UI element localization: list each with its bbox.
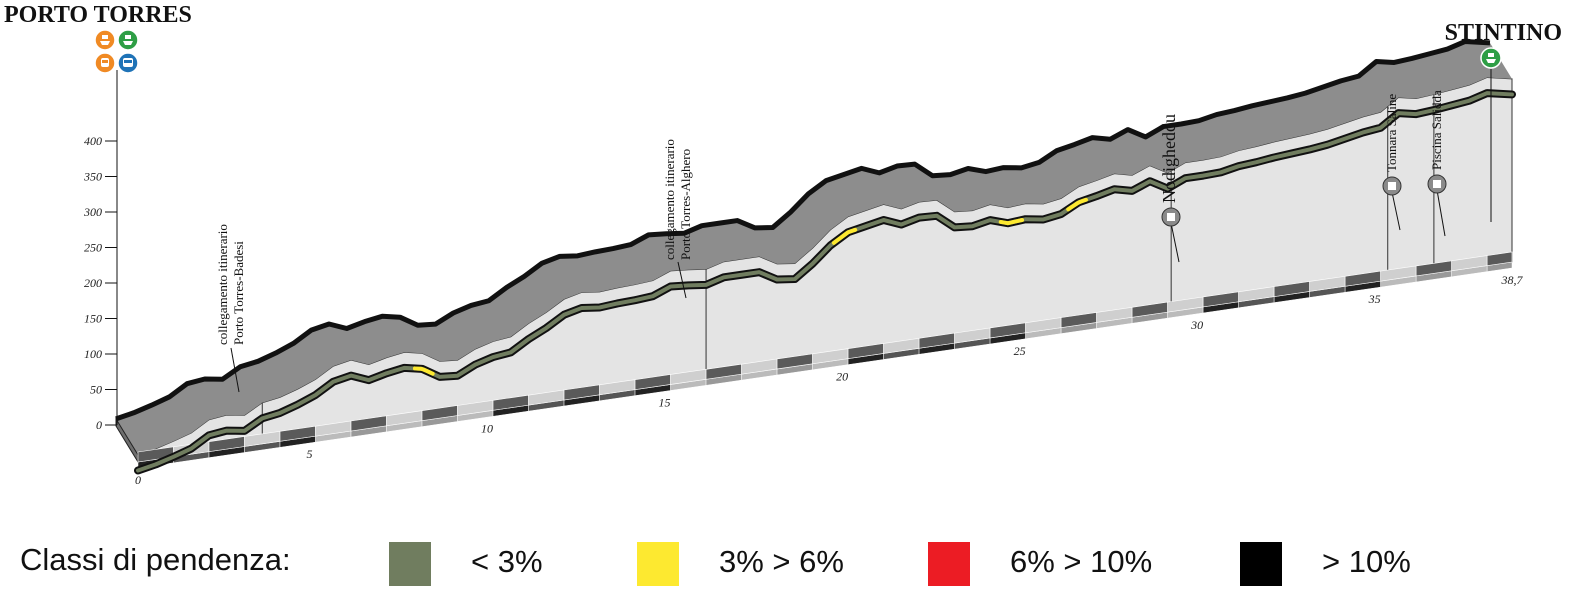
waypoint-label-1-1: Porto Torres-Alghero [678, 149, 693, 260]
waypoint-label-0-1: Porto Torres-Badesi [231, 241, 246, 345]
route-gradient-medium-2 [998, 218, 1025, 226]
y-tick-label-6: 300 [83, 205, 102, 219]
legend-label-medium: 3% > 6% [719, 544, 844, 579]
legend-label-low: < 3% [471, 544, 543, 579]
start-train-icon-2-window [102, 60, 108, 63]
y-tick-label-4: 200 [84, 276, 102, 290]
start-ship-icon-0 [94, 29, 116, 51]
waypoint-icon-glyph-3 [1388, 182, 1396, 190]
start-ship-icon-1-glyph [123, 35, 133, 45]
start-ship-icon-0-bg [94, 29, 116, 51]
legend-swatch-low [389, 542, 431, 586]
waypoint-leader-3 [1391, 191, 1401, 231]
y-tick-label-1: 50 [90, 383, 102, 397]
x-tick-label-5: 25 [1014, 344, 1026, 358]
legend-swatch-high [928, 542, 970, 586]
y-tick-label-5: 250 [84, 241, 102, 255]
y-tick-label-3: 150 [84, 312, 102, 326]
start-ship-icon-1 [117, 29, 139, 51]
waypoint-label-1-0: collegamento itinerario [662, 139, 677, 260]
legend-swatch-steep [1240, 542, 1282, 586]
y-tick-label-2: 100 [84, 347, 102, 361]
km-wall-segment [1486, 251, 1513, 266]
route-gradient-medium-0 [412, 366, 435, 376]
x-tick-label-4: 20 [836, 370, 848, 384]
y-tick-label-0: 0 [96, 418, 102, 432]
waypoint-leader-0 [230, 347, 240, 393]
waypoint-label-2-0: Nodigheddu [1159, 114, 1179, 203]
y-tick-label-8: 400 [84, 134, 102, 148]
profile-back-edge [115, 38, 1491, 422]
profile-front-face [137, 76, 1513, 463]
waypoint-label-3-0: Tonnara Saline [1384, 94, 1399, 172]
start-train-icon-2 [94, 52, 116, 74]
start-bus-icon-3-window [124, 60, 132, 63]
end-town-label: STINTINO [1445, 20, 1562, 46]
gradient-legend: Classi di pendenza: < 3% 3% > 6% 6% > 10… [0, 530, 1593, 590]
start-bus-icon-3 [117, 52, 139, 74]
waypoint-icon-glyph-4 [1433, 180, 1441, 188]
waypoint-leader-4 [1436, 189, 1446, 237]
route-gradient-low [136, 91, 1514, 473]
start-ship-icon-1-bg [117, 29, 139, 51]
x-tick-label-0: 0 [135, 473, 141, 487]
end-ship-icon-glyph [1486, 53, 1496, 63]
end-ship-icon-bg [1480, 47, 1502, 69]
route-gradient-medium-3 [1066, 197, 1088, 212]
waypoint-leader-1 [677, 261, 687, 299]
waypoint-label-4-0: Piscina Salidda [1429, 90, 1444, 170]
legend-label-high: 6% > 10% [1010, 544, 1153, 579]
profile-top-surface [116, 41, 1512, 455]
waypoint-leader-2 [1170, 222, 1180, 263]
x-tick-label-1: 5 [307, 447, 313, 461]
waypoint-icon-glyph-2 [1167, 213, 1175, 221]
start-town-label: PORTO TORRES [4, 2, 192, 28]
legend-label-steep: > 10% [1322, 544, 1411, 579]
x-tick-label-6: 30 [1190, 318, 1203, 332]
end-ship-icon [1480, 47, 1502, 69]
x-tick-label-7: 35 [1368, 292, 1381, 306]
start-ship-icon-0-glyph [100, 35, 110, 45]
x-tick-label-8: 38,7 [1501, 273, 1524, 287]
x-tick-label-3: 15 [659, 395, 671, 409]
y-tick-label-7: 350 [83, 170, 102, 184]
legend-title: Classi di pendenza: [20, 542, 291, 577]
waypoint-label-0-0: collegamento itinerario [215, 224, 230, 345]
legend-swatch-medium [637, 542, 679, 586]
route-gradient-medium-1 [831, 227, 858, 245]
x-tick-label-2: 10 [481, 421, 493, 435]
elevation-profile-svg: 0 50 100 150 200 250 300 350 400 0 5 10 15 20 25 30 35 38… [4, 2, 1562, 487]
